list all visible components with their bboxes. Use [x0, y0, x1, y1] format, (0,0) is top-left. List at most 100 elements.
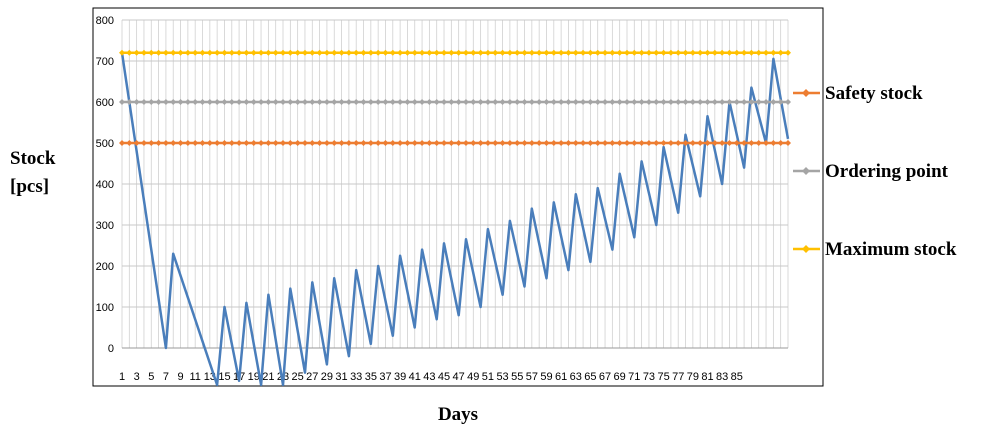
series-marker — [711, 49, 718, 56]
x-tick-label: 55 — [511, 371, 523, 383]
series-marker — [719, 140, 726, 146]
series-marker — [258, 99, 265, 105]
series-marker — [397, 99, 404, 105]
series-marker — [682, 140, 689, 146]
series-marker — [192, 140, 199, 146]
series-marker — [697, 49, 704, 56]
series-marker — [675, 99, 682, 105]
series-marker — [316, 99, 323, 105]
series-marker — [506, 49, 513, 56]
series-marker — [287, 140, 294, 146]
series-marker — [528, 49, 535, 56]
series-marker — [338, 140, 345, 146]
series-marker — [711, 140, 718, 146]
y-tick-label: 800 — [96, 15, 114, 27]
x-tick-labels: 1 3 5 7 9 11 13 15 17 19 21 23 25 27 29 31 33 35 37 39 41 43 4… — [119, 371, 743, 383]
series-marker — [587, 99, 594, 105]
series-marker — [221, 99, 228, 105]
series-marker — [616, 140, 623, 146]
series-marker — [126, 99, 133, 105]
series-marker — [631, 99, 638, 105]
series-marker — [323, 140, 330, 146]
series-marker — [616, 49, 623, 56]
series-marker — [389, 49, 396, 56]
series-marker — [704, 140, 711, 146]
series-marker — [477, 99, 484, 105]
x-tick-label: 45 — [438, 371, 450, 383]
series-marker — [177, 49, 184, 56]
series-marker — [550, 49, 557, 56]
series-marker — [367, 99, 374, 105]
series-marker — [536, 140, 543, 146]
series-marker — [594, 140, 601, 146]
series-marker — [441, 49, 448, 56]
series-marker — [258, 49, 265, 56]
series-marker — [580, 49, 587, 56]
series-marker — [170, 140, 177, 146]
series-marker — [704, 49, 711, 56]
series-marker — [455, 49, 462, 56]
series-marker — [323, 49, 330, 56]
series-marker — [331, 140, 338, 146]
y-tick-label: 700 — [96, 56, 114, 68]
x-tick-label: 49 — [467, 371, 479, 383]
series-marker — [294, 49, 301, 56]
series-marker — [514, 99, 521, 105]
series-marker — [755, 49, 762, 56]
x-tick-label: 61 — [555, 371, 567, 383]
series-marker — [272, 99, 279, 105]
series-marker — [389, 140, 396, 146]
series-marker — [543, 140, 550, 146]
y-tick-label: 600 — [96, 97, 114, 109]
series-marker — [272, 140, 279, 146]
series-marker — [250, 140, 257, 146]
series-marker — [689, 140, 696, 146]
x-tick-label: 25 — [292, 371, 304, 383]
series-marker — [448, 99, 455, 105]
series-marker — [126, 140, 133, 146]
series-marker — [228, 99, 235, 105]
series-marker — [667, 99, 674, 105]
series-marker — [155, 99, 162, 105]
series-marker — [697, 140, 704, 146]
series-marker — [272, 49, 279, 56]
series-marker — [250, 49, 257, 56]
series-marker — [587, 140, 594, 146]
series-marker — [726, 99, 733, 105]
series-marker — [697, 99, 704, 105]
series-marker — [265, 99, 272, 105]
series-marker — [433, 140, 440, 146]
x-tick-label: 21 — [262, 371, 274, 383]
series-marker — [543, 99, 550, 105]
series-marker — [726, 49, 733, 56]
series-marker — [162, 49, 169, 56]
series-marker — [638, 49, 645, 56]
series-line-stock — [120, 52, 790, 387]
series-marker — [514, 49, 521, 56]
series-marker — [455, 99, 462, 105]
series-marker — [748, 49, 755, 56]
x-tick-label: 41 — [409, 371, 421, 383]
x-tick-label: 73 — [643, 371, 655, 383]
series-marker — [785, 49, 791, 56]
series-marker — [616, 99, 623, 105]
series-marker — [733, 99, 740, 105]
x-tick-label: 81 — [701, 371, 713, 383]
series-marker — [558, 99, 565, 105]
series-marker — [316, 140, 323, 146]
series-marker — [741, 99, 748, 105]
series-marker — [221, 49, 228, 56]
x-tick-label: 35 — [365, 371, 377, 383]
series-marker — [565, 140, 572, 146]
series-marker — [184, 140, 191, 146]
series-marker — [660, 140, 667, 146]
x-tick-label: 67 — [599, 371, 611, 383]
series-marker — [602, 99, 609, 105]
series-marker — [206, 99, 213, 105]
legend-label: Safety stock — [825, 83, 923, 104]
series-marker — [477, 140, 484, 146]
series-marker — [521, 140, 528, 146]
series-marker — [770, 140, 777, 146]
series-marker — [484, 140, 491, 146]
series-marker — [382, 49, 389, 56]
